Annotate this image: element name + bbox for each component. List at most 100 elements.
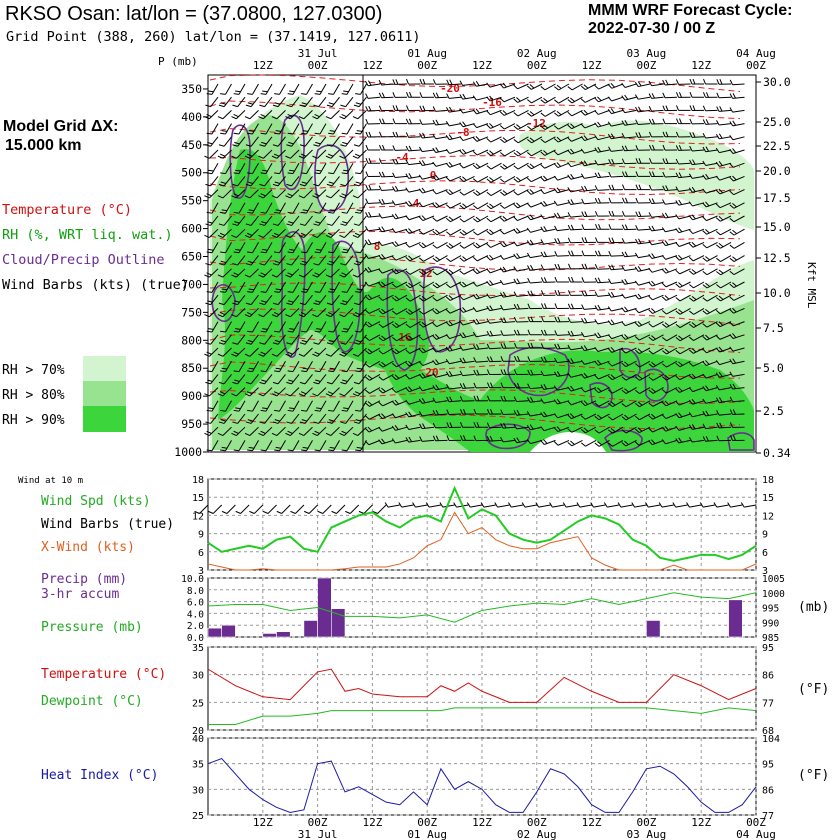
wind-barb: [527, 264, 543, 271]
wind-barb: [527, 123, 543, 131]
wind-barb: [460, 422, 475, 428]
wind-barb: [299, 374, 313, 385]
wind-barb: [220, 162, 232, 175]
wind-barb: [314, 400, 327, 412]
wind-barb: [513, 266, 529, 272]
wind-barb: [580, 345, 597, 352]
wind-barb: [301, 242, 313, 254]
wind-barb: [432, 106, 448, 112]
wind-barb: [499, 266, 516, 273]
wind-speed-line: [207, 485, 757, 562]
wind-barb: [432, 307, 448, 315]
wind-barb: [649, 158, 664, 164]
wind-barb: [299, 176, 313, 187]
wind-barb: [500, 382, 516, 389]
wind-barb: [635, 225, 651, 231]
wind-barb: [325, 268, 340, 278]
wind-barb: [204, 426, 219, 436]
wind-barb: [554, 276, 570, 283]
wind-barb: [540, 162, 556, 169]
legend-rh: RH (%, WRT liq. wat.): [2, 227, 173, 243]
wind-barb: [594, 291, 610, 297]
wind-barb: [339, 149, 354, 159]
wind-barb: [259, 255, 273, 266]
top-time-label: 00Z: [308, 59, 328, 72]
wind-barb: [258, 426, 273, 436]
wind-barb: [716, 268, 732, 276]
wind-barb: [648, 239, 664, 246]
wind-barb: [702, 146, 718, 153]
wind-barb: [325, 347, 340, 357]
wind-barb: [702, 294, 718, 302]
wind-barb: [729, 268, 745, 276]
wind-barb: [526, 202, 543, 208]
wind-barb: [513, 329, 529, 336]
wind-barb: [675, 400, 691, 406]
surface-wind-barb: [194, 504, 209, 514]
wind-barb: [473, 408, 489, 415]
wind-barb: [233, 360, 246, 373]
rh70-upper-region: [519, 120, 754, 230]
top-time-label: 00Z: [527, 59, 547, 72]
wind-barb: [328, 202, 340, 214]
wind-barb: [500, 409, 516, 416]
degf-unit-label-heat: (°F): [798, 768, 830, 783]
wind-barb: [314, 123, 327, 135]
wind-barb: [661, 400, 678, 407]
wind-barb: [419, 281, 435, 289]
wind-barb: [661, 254, 678, 260]
wind-barb: [340, 413, 354, 424]
wind-barb: [581, 198, 597, 205]
wind-barb: [500, 356, 516, 362]
wind-barb: [206, 360, 219, 373]
wind-barb: [247, 360, 259, 373]
wind-barb: [340, 294, 354, 306]
wind-barb: [405, 187, 421, 193]
wind-barb: [608, 224, 624, 230]
wind-barb: [392, 79, 408, 85]
wind-barb: [472, 241, 489, 249]
wind-barb: [635, 360, 651, 368]
wind-barb: [247, 321, 259, 333]
wind-barb: [487, 395, 502, 402]
wind-barb: [378, 268, 394, 274]
wind-barb: [595, 224, 610, 230]
xwind-label: X-Wind (kts): [41, 540, 135, 555]
wind-barb: [326, 334, 340, 345]
wind-barb: [392, 118, 408, 125]
wind-barb: [298, 387, 313, 397]
wind-barb: [286, 294, 300, 306]
wind-barb: [675, 307, 691, 315]
wind-barb: [271, 149, 286, 159]
wind-barb: [314, 202, 327, 214]
temperature-contour: [209, 100, 741, 120]
temperature-contour: [209, 282, 741, 297]
wind-barb: [540, 411, 556, 418]
wind-barb: [513, 303, 529, 310]
precip-axis: 10.08.06.04.02.00.0 985 990 995 1000 1005: [181, 574, 785, 644]
wind-barb: [473, 189, 489, 196]
y2-tick-label: 95: [762, 643, 774, 654]
wind-barb: [661, 212, 678, 219]
wind-barb: [340, 334, 354, 345]
wind-barb: [595, 237, 610, 243]
wind-barb: [487, 382, 502, 389]
y-tick-label: 6.0: [187, 598, 204, 609]
wind-barb: [580, 135, 597, 142]
wind-barb: [608, 237, 624, 244]
station-title: RKSO Osan: lat/lon = (37.0800, 127.0300): [5, 3, 383, 25]
wind-barb: [581, 185, 597, 192]
wind-barb: [648, 93, 664, 99]
wind-barb: [715, 175, 732, 181]
wind-barb: [260, 83, 273, 95]
wind-barb: [232, 374, 246, 385]
top-date-label: 02 Aug: [517, 47, 557, 60]
wind-barb: [299, 413, 313, 424]
wind-barb: [286, 334, 300, 345]
wind-barb: [473, 228, 489, 236]
wind-barb: [313, 413, 327, 424]
wind-barb: [702, 410, 718, 417]
wind-barb: [459, 370, 475, 377]
wind-barb: [581, 317, 597, 324]
wind-barb: [729, 371, 745, 377]
